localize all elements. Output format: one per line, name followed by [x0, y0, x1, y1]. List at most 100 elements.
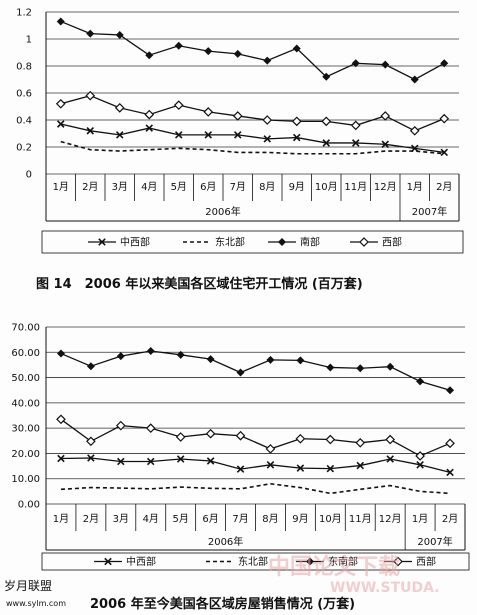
legend-label: 西部	[416, 555, 436, 568]
x-tick-label: 9月	[289, 181, 305, 193]
data-point	[386, 362, 395, 371]
data-point	[325, 434, 336, 445]
data-point	[350, 120, 361, 131]
figure-caption: 2006 年至今美国各区域房屋销售情况 (万套)	[90, 596, 355, 612]
figure-caption: 图 14 2006 年以来美国各区域住宅开工情况 (百万套)	[36, 276, 363, 292]
data-point	[351, 59, 360, 68]
x-tick-label: 1月	[53, 181, 69, 193]
data-point	[351, 139, 360, 147]
y-tick-label: 0.00	[18, 500, 40, 511]
data-point	[355, 437, 366, 448]
data-point	[206, 355, 215, 364]
year-label: 2006年	[208, 535, 243, 548]
data-point	[322, 72, 331, 81]
x-tick-label: 1月	[53, 513, 69, 525]
series-line	[60, 95, 445, 132]
data-point	[86, 362, 95, 371]
x-tick-label: 8月	[259, 181, 275, 193]
x-tick-label: 9月	[292, 513, 308, 525]
data-point	[233, 49, 242, 58]
data-point	[56, 17, 65, 26]
year-label: 2006年	[205, 205, 240, 218]
data-point	[116, 352, 125, 361]
data-point	[381, 60, 390, 69]
data-point	[176, 350, 185, 359]
data-point	[86, 127, 95, 135]
data-point	[296, 356, 305, 365]
data-point	[86, 29, 95, 38]
x-tick-label: 2月	[82, 181, 98, 193]
x-tick-label: 7月	[232, 513, 248, 525]
data-point	[85, 90, 96, 101]
x-tick-label: 8月	[262, 513, 278, 525]
legend-marker	[278, 238, 286, 246]
watermark-text: 中国论文下载	[268, 554, 400, 580]
data-point	[236, 465, 245, 473]
data-point	[296, 464, 305, 472]
data-point	[262, 115, 273, 125]
y-tick-label: 0.8	[16, 62, 32, 73]
data-point	[439, 113, 450, 124]
data-point	[446, 386, 455, 395]
data-point	[233, 131, 242, 139]
data-point	[235, 430, 246, 441]
data-point	[114, 103, 125, 113]
y-tick-label: 1.2	[16, 8, 32, 19]
data-point	[326, 363, 335, 372]
legend: 中西部 东北部 东南部 西部	[41, 552, 470, 571]
legend-marker	[98, 238, 106, 246]
data-point	[446, 468, 454, 477]
x-tick-label: 2月	[436, 181, 452, 193]
series-4	[55, 90, 450, 136]
legend-marker	[306, 557, 314, 566]
data-point	[56, 349, 65, 358]
x-tick-label: 5月	[172, 513, 188, 525]
data-point	[356, 364, 365, 373]
series-line	[60, 457, 451, 474]
data-point	[204, 131, 213, 139]
data-point	[322, 139, 331, 147]
data-point	[145, 124, 154, 132]
legend-label: 东北部	[238, 555, 268, 568]
data-point	[356, 461, 365, 470]
year-label: 2007年	[412, 205, 447, 218]
data-point	[144, 109, 155, 120]
legend-label: 中西部	[126, 555, 156, 568]
year-label: 2007年	[417, 535, 452, 548]
legend-label: 西部	[382, 236, 402, 249]
data-point	[203, 107, 214, 117]
data-point	[415, 451, 425, 461]
x-tick-label: 4月	[143, 513, 159, 525]
series-3	[56, 17, 449, 84]
data-point	[174, 131, 183, 139]
data-point	[232, 111, 243, 121]
x-tick-label: 11月	[344, 181, 367, 193]
data-point	[440, 59, 449, 68]
x-tick-label: 2月	[442, 513, 458, 525]
site-logo-url: www.sylm.com	[6, 599, 66, 608]
series-line	[60, 482, 451, 495]
legend-label: 南部	[300, 236, 320, 249]
x-tick-label: 7月	[230, 181, 246, 193]
series-line	[60, 418, 451, 457]
y-tick-label: 10.00	[11, 474, 40, 485]
data-point	[445, 438, 455, 449]
data-point	[380, 111, 391, 121]
series-line	[60, 350, 451, 391]
data-point	[263, 135, 272, 143]
data-point	[295, 433, 306, 444]
data-point	[173, 100, 184, 110]
series-line	[60, 20, 445, 81]
data-point	[205, 428, 216, 439]
legend-frame	[41, 230, 464, 254]
data-point	[410, 75, 419, 84]
data-point	[117, 457, 125, 466]
data-point	[326, 464, 335, 473]
data-point	[115, 131, 124, 139]
series-1	[56, 120, 449, 157]
data-point	[263, 56, 272, 65]
series-3	[56, 347, 455, 395]
x-tick-label: 4月	[141, 181, 157, 193]
data-point	[86, 436, 96, 447]
data-point	[176, 455, 185, 463]
